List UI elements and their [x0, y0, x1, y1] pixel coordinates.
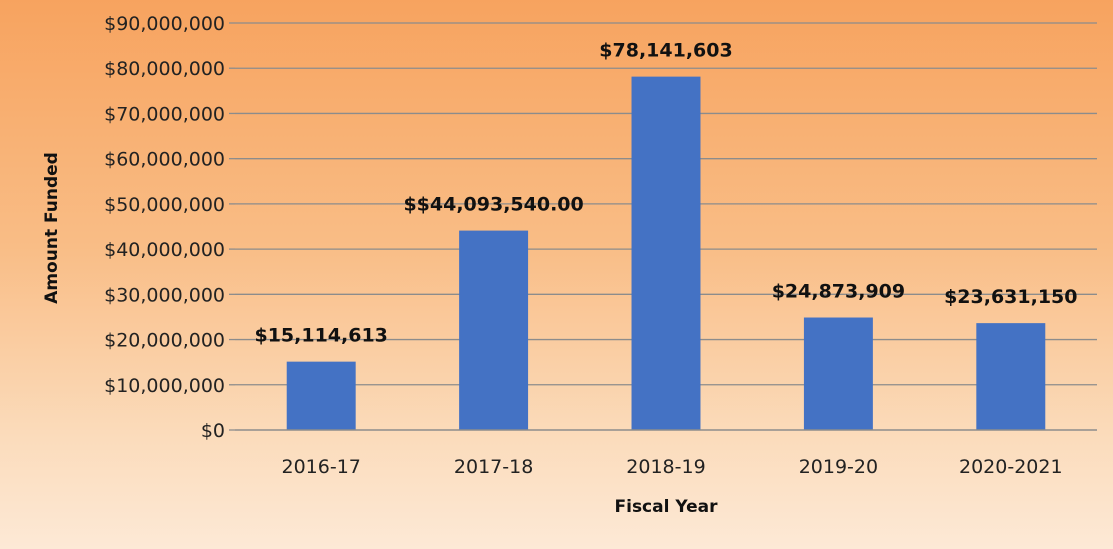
y-tick-label: $20,000,000	[104, 330, 225, 352]
bar	[459, 230, 529, 430]
x-tick-label: 2016-17	[282, 456, 361, 478]
data-label: $23,631,150	[944, 286, 1077, 308]
y-tick-label: $80,000,000	[104, 58, 225, 80]
y-tick-label: $60,000,000	[104, 149, 225, 171]
bar	[631, 76, 701, 430]
data-label: $24,873,909	[772, 281, 905, 303]
y-tick-label: $40,000,000	[104, 239, 225, 261]
x-tick-label: 2018-19	[626, 456, 705, 478]
bar	[286, 361, 356, 430]
y-tick-label: $30,000,000	[104, 284, 225, 306]
y-tick-label: $90,000,000	[104, 13, 225, 35]
data-label: $$44,093,540.00	[403, 194, 583, 216]
x-tick-label: 2019-20	[799, 456, 878, 478]
data-label: $78,141,603	[599, 40, 732, 62]
data-label: $15,114,613	[254, 325, 387, 347]
bars	[286, 76, 1046, 430]
y-tick-label: $70,000,000	[104, 103, 225, 125]
x-tick-label: 2017-18	[454, 456, 533, 478]
y-axis-title: Amount Funded	[42, 152, 62, 304]
y-tick-label: $50,000,000	[104, 194, 225, 216]
x-tick-label: 2020-2021	[959, 456, 1063, 478]
y-axis-tick-labels: $0 $10,000,000 $20,000,000 $30,000,000 $40,0…	[104, 13, 225, 442]
bar	[976, 323, 1046, 430]
x-axis-tick-labels: 2016-17 2017-18 2018-19 2019-20 2020-2021	[282, 456, 1063, 478]
x-axis-title: Fiscal Year	[615, 497, 719, 517]
data-labels: $15,114,613 $$44,093,540.00 $78,141,603 $24…	[254, 40, 1077, 347]
bar	[803, 317, 873, 430]
y-tick-label: $0	[201, 420, 225, 442]
y-tick-label: $10,000,000	[104, 375, 225, 397]
